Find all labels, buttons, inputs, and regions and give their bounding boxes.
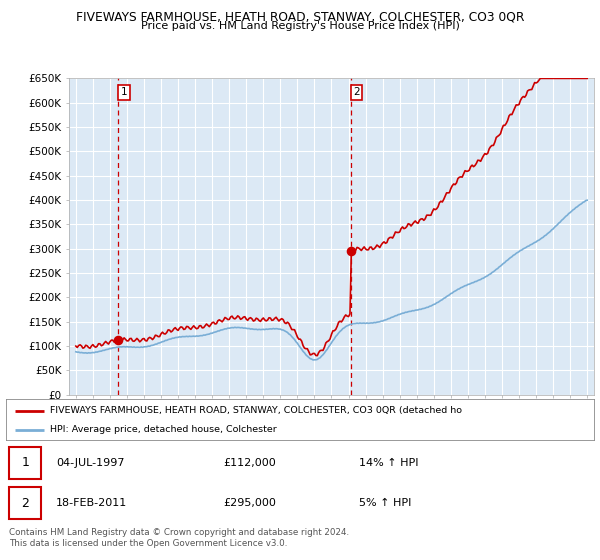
Text: Price paid vs. HM Land Registry's House Price Index (HPI): Price paid vs. HM Land Registry's House … — [140, 21, 460, 31]
Point — [346, 247, 355, 256]
Text: FIVEWAYS FARMHOUSE, HEATH ROAD, STANWAY, COLCHESTER, CO3 0QR (detached ho: FIVEWAYS FARMHOUSE, HEATH ROAD, STANWAY,… — [50, 406, 462, 415]
FancyBboxPatch shape — [9, 487, 41, 519]
Text: 1: 1 — [121, 87, 128, 97]
Text: £112,000: £112,000 — [224, 458, 277, 468]
Text: £295,000: £295,000 — [224, 498, 277, 508]
Text: HPI: Average price, detached house, Colchester: HPI: Average price, detached house, Colc… — [50, 425, 277, 434]
Text: 18-FEB-2011: 18-FEB-2011 — [56, 498, 127, 508]
Text: 04-JUL-1997: 04-JUL-1997 — [56, 458, 124, 468]
Text: Contains HM Land Registry data © Crown copyright and database right 2024.
This d: Contains HM Land Registry data © Crown c… — [9, 528, 349, 548]
FancyBboxPatch shape — [9, 447, 41, 479]
Text: 5% ↑ HPI: 5% ↑ HPI — [359, 498, 411, 508]
Text: 2: 2 — [353, 87, 360, 97]
Text: 1: 1 — [21, 456, 29, 469]
Text: FIVEWAYS FARMHOUSE, HEATH ROAD, STANWAY, COLCHESTER, CO3 0QR: FIVEWAYS FARMHOUSE, HEATH ROAD, STANWAY,… — [76, 10, 524, 23]
Text: 14% ↑ HPI: 14% ↑ HPI — [359, 458, 418, 468]
Point — [113, 336, 123, 345]
Text: 2: 2 — [21, 497, 29, 510]
